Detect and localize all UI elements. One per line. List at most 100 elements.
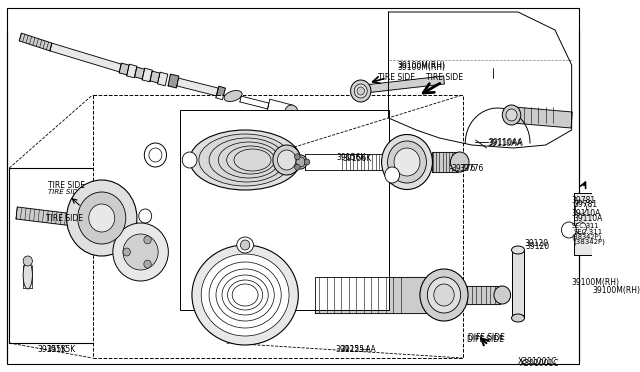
Ellipse shape: [451, 152, 469, 172]
Ellipse shape: [234, 149, 271, 171]
Ellipse shape: [113, 223, 168, 281]
Ellipse shape: [123, 234, 158, 270]
Ellipse shape: [355, 84, 367, 98]
Circle shape: [294, 164, 300, 170]
Polygon shape: [127, 64, 137, 78]
Text: 39155K: 39155K: [46, 346, 76, 355]
Text: TIRE SIDE: TIRE SIDE: [426, 73, 463, 81]
Polygon shape: [216, 86, 225, 100]
Text: (38342P): (38342P): [573, 239, 605, 245]
Ellipse shape: [216, 269, 275, 321]
Ellipse shape: [511, 246, 524, 254]
Circle shape: [575, 202, 586, 214]
Text: 39120: 39120: [525, 241, 550, 250]
Circle shape: [89, 204, 115, 232]
Polygon shape: [157, 72, 168, 86]
Polygon shape: [356, 76, 444, 94]
Text: TIRE SIDE: TIRE SIDE: [46, 214, 83, 222]
Bar: [511, 250, 524, 315]
Circle shape: [139, 209, 152, 223]
Polygon shape: [134, 67, 145, 79]
Text: DIFF SIDE: DIFF SIDE: [467, 336, 504, 344]
Ellipse shape: [218, 142, 279, 178]
Ellipse shape: [209, 138, 285, 182]
Bar: [9, 168, 227, 343]
Polygon shape: [314, 277, 426, 313]
Text: 39156K: 39156K: [342, 154, 371, 163]
Ellipse shape: [388, 141, 426, 183]
Circle shape: [305, 159, 310, 165]
Text: 39110AA: 39110AA: [488, 138, 524, 147]
Polygon shape: [432, 152, 458, 172]
Circle shape: [294, 154, 300, 160]
Circle shape: [123, 248, 131, 256]
Text: 39125+A: 39125+A: [340, 346, 376, 355]
Circle shape: [144, 143, 166, 167]
Circle shape: [144, 260, 151, 268]
Ellipse shape: [434, 284, 454, 306]
Polygon shape: [50, 43, 121, 72]
Bar: [93, 95, 463, 358]
Text: TIRE SIDE: TIRE SIDE: [48, 180, 85, 189]
Text: 39776: 39776: [451, 164, 476, 173]
Ellipse shape: [511, 314, 524, 322]
Ellipse shape: [199, 134, 291, 186]
Text: 39110A: 39110A: [573, 214, 603, 222]
Text: 39155K: 39155K: [37, 346, 67, 355]
Ellipse shape: [381, 135, 433, 189]
Circle shape: [182, 152, 197, 168]
Ellipse shape: [23, 261, 33, 289]
Circle shape: [385, 167, 399, 183]
Ellipse shape: [224, 90, 242, 102]
Text: 39110AA: 39110AA: [488, 138, 522, 148]
Ellipse shape: [278, 150, 296, 170]
Text: 39776: 39776: [460, 164, 484, 173]
Text: 39100M(RH): 39100M(RH): [592, 285, 640, 295]
Ellipse shape: [502, 105, 521, 125]
Ellipse shape: [420, 269, 468, 321]
Polygon shape: [119, 63, 129, 75]
Polygon shape: [19, 33, 52, 51]
Ellipse shape: [357, 87, 364, 95]
Polygon shape: [240, 96, 269, 109]
Ellipse shape: [232, 284, 258, 306]
Circle shape: [23, 256, 33, 266]
Polygon shape: [267, 99, 293, 119]
Ellipse shape: [228, 280, 262, 310]
Ellipse shape: [273, 145, 301, 175]
Bar: [180, 110, 388, 310]
Circle shape: [561, 222, 576, 238]
Ellipse shape: [394, 148, 420, 176]
Circle shape: [77, 192, 126, 244]
Ellipse shape: [189, 130, 301, 190]
Text: X391001C: X391001C: [518, 357, 557, 366]
Ellipse shape: [192, 245, 298, 345]
Text: 39120: 39120: [524, 238, 548, 247]
Text: 39100M(RH): 39100M(RH): [572, 278, 620, 286]
Text: (38342P): (38342P): [572, 234, 602, 240]
Polygon shape: [513, 107, 572, 128]
Polygon shape: [16, 207, 75, 226]
Bar: [573, 193, 603, 255]
Circle shape: [144, 236, 151, 244]
Circle shape: [241, 240, 250, 250]
Ellipse shape: [506, 109, 517, 121]
Polygon shape: [465, 286, 499, 304]
Polygon shape: [168, 74, 179, 88]
Text: SEC.311: SEC.311: [573, 229, 603, 235]
Polygon shape: [305, 154, 388, 170]
Text: 39781: 39781: [573, 199, 598, 208]
Text: 39156K: 39156K: [337, 153, 366, 161]
Polygon shape: [177, 78, 218, 96]
Text: X391001C: X391001C: [520, 359, 559, 368]
Ellipse shape: [351, 80, 371, 102]
Text: TIRE SIDE: TIRE SIDE: [378, 73, 415, 81]
Ellipse shape: [237, 237, 253, 253]
Polygon shape: [142, 68, 152, 82]
Ellipse shape: [209, 262, 281, 328]
Text: 39125+A: 39125+A: [336, 346, 372, 355]
Ellipse shape: [222, 275, 268, 315]
Text: 39110A: 39110A: [572, 208, 601, 218]
Circle shape: [296, 157, 305, 167]
Circle shape: [149, 148, 162, 162]
